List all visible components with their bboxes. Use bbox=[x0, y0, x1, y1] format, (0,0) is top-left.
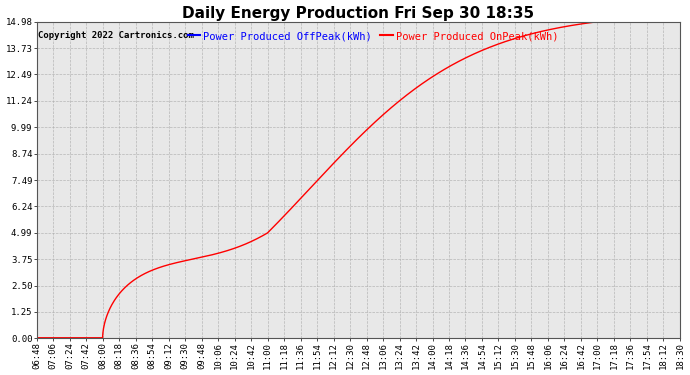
Legend: Power Produced OffPeak(kWh), Power Produced OnPeak(kWh): Power Produced OffPeak(kWh), Power Produ… bbox=[184, 27, 562, 45]
Title: Daily Energy Production Fri Sep 30 18:35: Daily Energy Production Fri Sep 30 18:35 bbox=[182, 6, 534, 21]
Text: Copyright 2022 Cartronics.com: Copyright 2022 Cartronics.com bbox=[38, 31, 194, 40]
